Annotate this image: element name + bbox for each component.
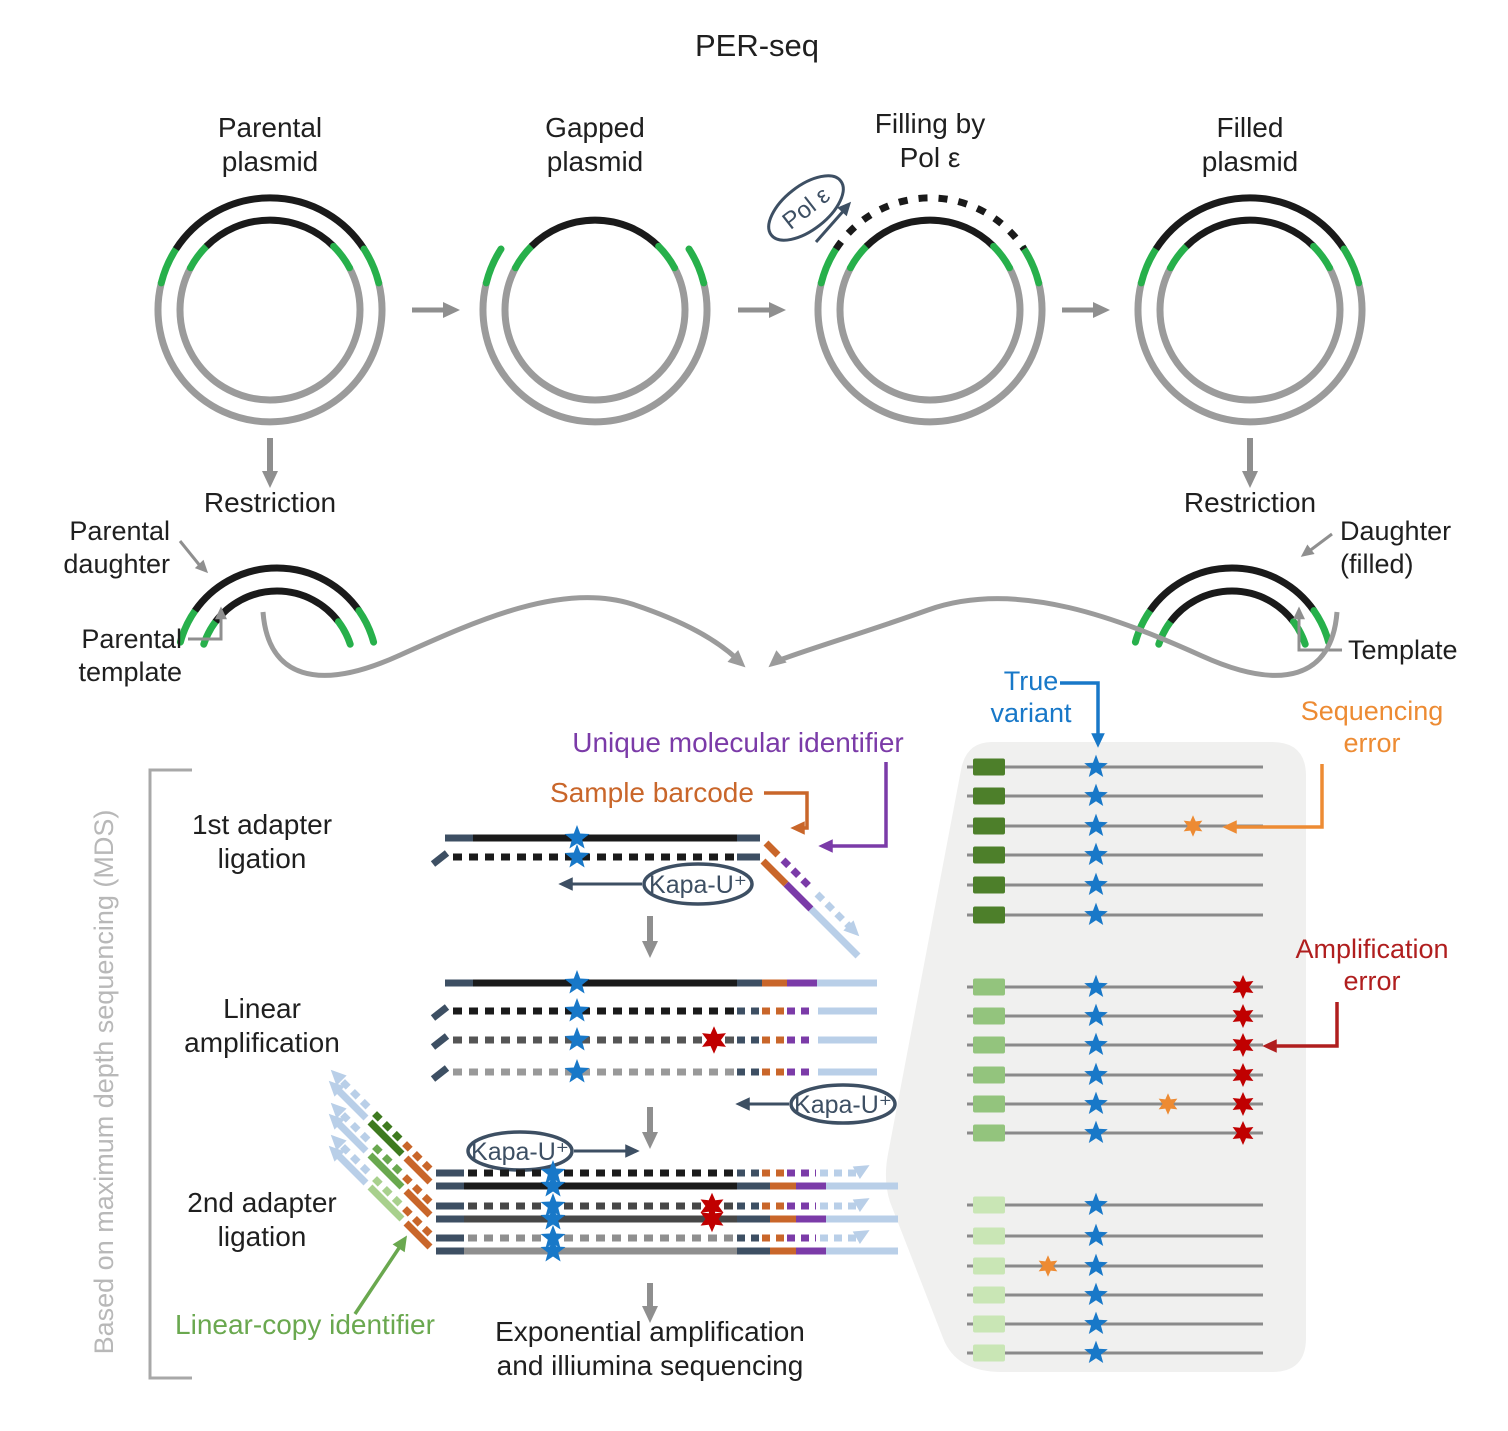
sequencing-error-label2: error (1343, 728, 1400, 758)
reads-panel-rows (967, 754, 1263, 1363)
sequencing-error-label: Sequencing (1301, 696, 1444, 726)
kapa-u-label: Kapa-U⁺ (649, 871, 747, 899)
kapa-u-enzyme: Kapa-U⁺ (558, 862, 754, 906)
linear-copy-reads-identifier-box (973, 1227, 1005, 1245)
umi-label: Unique molecular identifier (572, 727, 904, 758)
mds-label: Based on maximum depth sequencing (MDS) (89, 810, 119, 1355)
restriction-right-title: Restriction (1184, 487, 1316, 518)
first-adapter-ligation-diagram: Unique molecular identifier Sample barco… (430, 727, 904, 959)
linear-copy-reads-identifier-box (973, 1344, 1005, 1362)
step2-label2: amplification (184, 1027, 340, 1058)
daughter-reads-identifier-box (973, 1095, 1005, 1113)
linear-copy-reads-identifier-box (973, 1315, 1005, 1333)
daughter-reads-identifier-box (973, 1066, 1005, 1084)
daughter-reads-identifier-box (973, 978, 1005, 996)
parental-template-label: Parental (81, 624, 182, 654)
restriction-left: Restriction Parental daughter Parental t… (63, 487, 373, 687)
page-title: PER-seq (695, 28, 819, 63)
daughter-reads-identifier-box (973, 1007, 1005, 1025)
amplification-error-label2: error (1343, 966, 1400, 996)
parental-daughter-label: Parental (69, 516, 170, 546)
step1-label2: ligation (218, 843, 307, 874)
second-adapter-ligation-diagram: Linear-copy identifier (175, 1064, 898, 1340)
kapa-u-label: Kapa-U⁺ (794, 1091, 892, 1119)
parental-reads-identifier-box (973, 758, 1005, 776)
pol-epsilon-label: Pol ε (777, 182, 835, 236)
linear-copy-reads-identifier-box (973, 1257, 1005, 1275)
step3-label2: ligation (218, 1221, 307, 1252)
parental-reads-identifier-box (973, 817, 1005, 835)
flow-arrows-top (262, 302, 1258, 488)
true-variant-label2: variant (990, 698, 1072, 728)
filled-plasmid (1138, 198, 1362, 422)
parental-reads-identifier-box (973, 846, 1005, 864)
linear-copy-identifier-label: Linear-copy identifier (175, 1309, 435, 1340)
template-label: Template (1348, 635, 1458, 665)
ligation-pair-1 (323, 1064, 898, 1197)
linear-copy-reads-identifier-box (973, 1286, 1005, 1304)
restriction-left-title: Restriction (204, 487, 336, 518)
panel-annotations: True variant Sequencing error Amplificat… (990, 666, 1449, 1053)
parental-plasmid-label2: plasmid (222, 146, 318, 177)
filled-plasmid-label2: plasmid (1202, 146, 1298, 177)
restriction-right: Restriction Daughter (filled) Template (1135, 487, 1458, 665)
final-step-label2: and illiumina sequencing (497, 1350, 804, 1381)
kapa-u-enzyme: Kapa-U⁺ (735, 1083, 897, 1125)
step3-label: 2nd adapter (187, 1187, 336, 1218)
step1-label: 1st adapter (192, 809, 332, 840)
mds-bracket: Based on maximum depth sequencing (MDS) (89, 768, 192, 1380)
parental-plasmid-label: Parental (218, 112, 322, 143)
plasmid-labels: Parental plasmid Gapped plasmid Filling … (218, 108, 1298, 177)
kapa-u-label: Kapa-U⁺ (471, 1138, 569, 1166)
filling-plasmid (818, 198, 1042, 422)
linear-copy-reads-identifier-box (973, 1196, 1005, 1214)
daughter-filled-label: Daughter (1340, 516, 1451, 546)
amplification-error-star (702, 1026, 726, 1054)
parental-daughter-label2: daughter (63, 549, 170, 579)
parental-reads-identifier-box (973, 906, 1005, 924)
sample-barcode-label: Sample barcode (550, 777, 754, 808)
ligation-pair-3 (323, 1129, 898, 1262)
amplification-error-label: Amplification (1295, 934, 1448, 964)
daughter-reads-identifier-box (973, 1036, 1005, 1054)
ligation-pair-2 (323, 1097, 898, 1233)
filled-plasmid-label: Filled (1217, 112, 1284, 143)
true-variant-star (564, 844, 590, 868)
gapped-plasmid-label2: plasmid (547, 146, 643, 177)
parental-reads-identifier-box (973, 787, 1005, 805)
step2-label: Linear (223, 993, 301, 1024)
true-variant-label: True (1004, 666, 1059, 696)
linear-amplification-diagram: Kapa-U⁺ Kapa-U⁺ (430, 970, 897, 1172)
gapped-plasmid-label: Gapped (545, 112, 645, 143)
gapped-plasmid (483, 220, 707, 422)
filling-plasmid-label2: Pol ε (900, 142, 961, 173)
parental-plasmid (158, 198, 382, 422)
parental-template-label2: template (78, 657, 182, 687)
daughter-filled-label2: (filled) (1340, 549, 1414, 579)
pol-epsilon-enzyme: Pol ε (767, 174, 856, 243)
parental-reads-identifier-box (973, 876, 1005, 894)
reads-panel (885, 742, 1306, 1372)
filling-plasmid-label: Filling by (875, 108, 985, 139)
daughter-reads-identifier-box (973, 1124, 1005, 1142)
converging-arrows (260, 595, 1340, 678)
